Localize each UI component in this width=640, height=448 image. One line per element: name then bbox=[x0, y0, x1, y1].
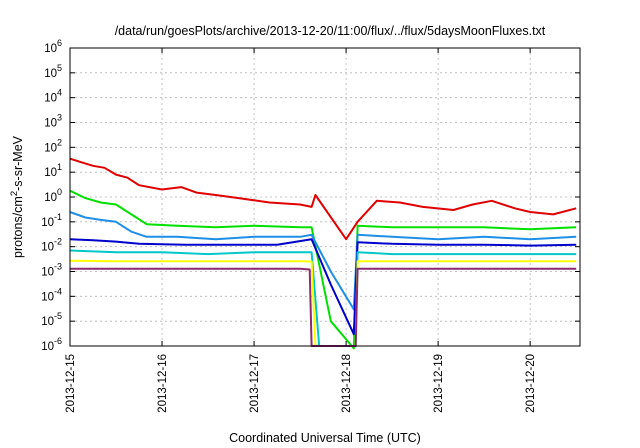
y-tick-label: 106 bbox=[44, 38, 62, 55]
y-tick-exponent: 0 bbox=[57, 187, 62, 197]
y-tick-label: 101 bbox=[44, 162, 62, 179]
grid bbox=[70, 48, 580, 346]
x-tick-label: 2013-12-20 bbox=[525, 354, 537, 413]
y-tick-label: 10-4 bbox=[41, 286, 62, 303]
series-line-2 bbox=[69, 189, 577, 350]
y-tick-label: 102 bbox=[44, 137, 62, 154]
y-tick-exponent: -4 bbox=[54, 286, 62, 296]
y-axis-title: protons/cm2-s-sr-MeV bbox=[9, 135, 25, 258]
y-axis-title-sup: 2 bbox=[9, 191, 20, 196]
x-tick-label: 2013-12-19 bbox=[433, 354, 445, 413]
y-tick-base: 10 bbox=[44, 93, 57, 105]
x-tick-label: 2013-12-16 bbox=[157, 354, 169, 413]
x-tick-label: 2013-12-17 bbox=[249, 354, 261, 413]
y-tick-exponent: -2 bbox=[54, 237, 62, 247]
series-line-1 bbox=[69, 157, 577, 241]
series-line-4 bbox=[69, 238, 577, 336]
y-tick-base: 10 bbox=[41, 217, 54, 229]
y-tick-exponent: 3 bbox=[57, 113, 62, 123]
y-tick-label: 103 bbox=[44, 113, 62, 130]
y-axis-title-suffix: -s-sr-MeV bbox=[11, 135, 25, 191]
y-tick-label: 104 bbox=[44, 88, 62, 105]
x-tick-label: 2013-12-15 bbox=[65, 354, 77, 413]
y-tick-exponent: 4 bbox=[57, 88, 62, 98]
y-tick-label: 10-3 bbox=[41, 262, 62, 279]
y-tick-label: 10-1 bbox=[41, 212, 62, 229]
y-tick-base: 10 bbox=[44, 68, 57, 80]
y-tick-label: 100 bbox=[44, 187, 62, 204]
y-tick-base: 10 bbox=[44, 192, 57, 204]
y-tick-exponent: 1 bbox=[57, 162, 62, 172]
x-tick-label: 2013-12-18 bbox=[341, 354, 353, 413]
y-tick-exponent: -1 bbox=[54, 212, 62, 222]
y-tick-exponent: 5 bbox=[57, 63, 62, 73]
y-tick-base: 10 bbox=[44, 43, 57, 55]
y-tick-base: 10 bbox=[41, 341, 54, 353]
series-layer bbox=[69, 157, 577, 350]
series-line-3 bbox=[69, 211, 577, 311]
chart-title: /data/run/goesPlots/archive/2013-12-20/1… bbox=[115, 24, 546, 38]
y-tick-exponent: -3 bbox=[54, 262, 62, 272]
y-tick-base: 10 bbox=[41, 316, 54, 328]
y-tick-label: 105 bbox=[44, 63, 62, 80]
y-tick-base: 10 bbox=[44, 167, 57, 179]
y-tick-exponent: 6 bbox=[57, 38, 62, 48]
y-tick-base: 10 bbox=[44, 118, 57, 130]
series-line-6 bbox=[69, 259, 577, 347]
y-tick-base: 10 bbox=[41, 242, 54, 254]
y-tick-base: 10 bbox=[41, 291, 54, 303]
y-tick-label: 10-5 bbox=[41, 311, 62, 328]
x-axis-title: Coordinated Universal Time (UTC) bbox=[229, 431, 421, 445]
y-axis-ticks: 10-610-510-410-310-210-11001011021031041… bbox=[41, 38, 580, 353]
y-tick-exponent: -6 bbox=[54, 336, 62, 346]
y-tick-label: 10-2 bbox=[41, 237, 62, 254]
y-axis-title-prefix: protons/cm bbox=[11, 196, 25, 258]
y-tick-base: 10 bbox=[41, 267, 54, 279]
x-axis-ticks: 2013-12-15 2013-12-16 2013-12-17 2013-12-18… bbox=[65, 48, 537, 413]
y-tick-label: 10-6 bbox=[41, 336, 62, 353]
y-tick-exponent: 2 bbox=[57, 137, 62, 147]
y-tick-base: 10 bbox=[44, 142, 57, 154]
y-tick-exponent: -5 bbox=[54, 311, 62, 321]
